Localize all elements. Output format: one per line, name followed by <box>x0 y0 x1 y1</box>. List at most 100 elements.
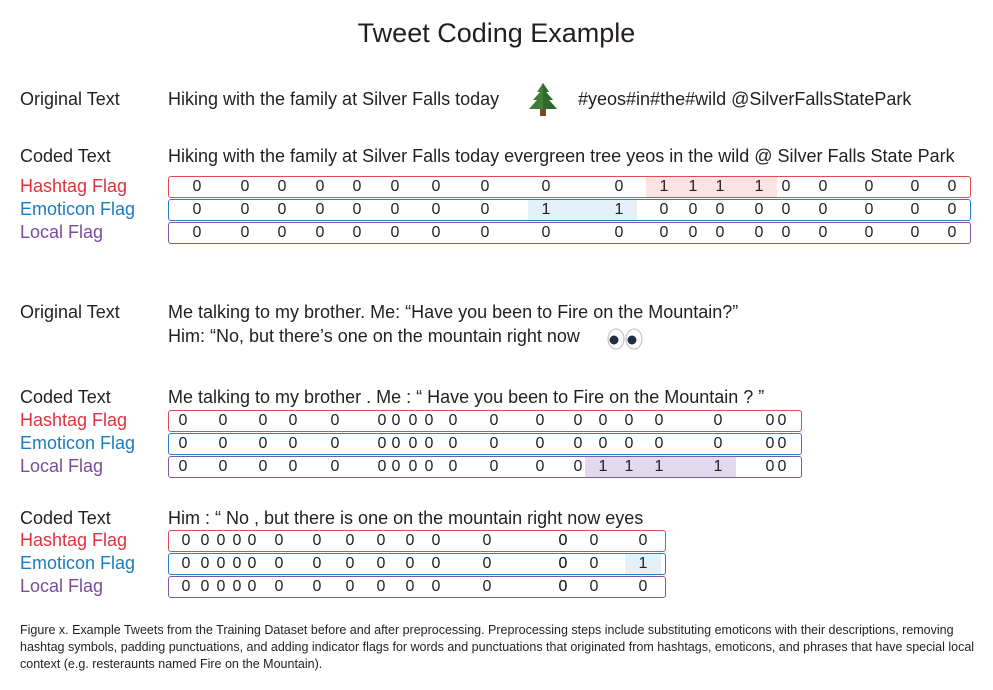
original-text-2-line1: Me talking to my brother. Me: “Have you … <box>168 302 739 322</box>
flag-cell: 0 <box>754 201 764 218</box>
flag-cell: 0 <box>377 435 387 452</box>
flag-cell: 0 <box>638 578 648 595</box>
flag-cell: 0 <box>489 435 499 452</box>
flag-cell: 0 <box>181 578 191 595</box>
flag-cell: 0 <box>274 555 284 572</box>
flag-cell: 0 <box>218 458 228 475</box>
original-text-2-line2: Him: “No, but there’s one on the mountai… <box>168 326 580 346</box>
label-emoticon-flag-2: Emoticon Flag <box>20 433 136 453</box>
flag-cell: 0 <box>377 412 387 429</box>
flag-cell: 0 <box>352 178 362 195</box>
flag-cell: 1 <box>715 178 725 195</box>
eyes-icon <box>607 328 643 350</box>
flag-cell: 0 <box>218 435 228 452</box>
hashtag-highlight <box>741 177 777 197</box>
flag-cell: 0 <box>178 435 188 452</box>
flag-cell: 0 <box>535 458 545 475</box>
flag-cell: 0 <box>181 555 191 572</box>
flag-cell: 0 <box>715 224 725 241</box>
flag-cell: 0 <box>345 532 355 549</box>
flag-cell: 1 <box>614 201 624 218</box>
flag-cell: 0 <box>247 578 257 595</box>
flag-cell: 0 <box>910 201 920 218</box>
flag-cell: 0 <box>688 224 698 241</box>
flag-cell: 0 <box>424 435 434 452</box>
flag-cell: 0 <box>216 555 226 572</box>
flag-cell: 0 <box>352 224 362 241</box>
emoticon-highlight <box>601 200 637 220</box>
flag-cell: 0 <box>818 178 828 195</box>
local-highlight <box>641 457 677 477</box>
flag-cell: 0 <box>448 412 458 429</box>
flag-cell: 0 <box>754 224 764 241</box>
flag-cell: 0 <box>654 435 664 452</box>
flag-cell: 0 <box>947 201 957 218</box>
flag-cell: 0 <box>247 532 257 549</box>
flag-cell: 0 <box>377 458 387 475</box>
flag-cell: 0 <box>376 555 386 572</box>
flag-cell: 0 <box>424 458 434 475</box>
flag-cell: 0 <box>558 555 568 572</box>
label-original-text-2: Original Text <box>20 302 120 322</box>
flag-cell: 0 <box>535 435 545 452</box>
flag-cell: 0 <box>240 224 250 241</box>
flag-cell: 0 <box>541 178 551 195</box>
flag-cell: 0 <box>558 555 568 572</box>
flag-cell: 0 <box>240 178 250 195</box>
flag-cell: 0 <box>614 178 624 195</box>
flag-cell: 0 <box>448 435 458 452</box>
flag-cell: 0 <box>480 178 490 195</box>
flag-cell: 0 <box>192 224 202 241</box>
flag-cell: 0 <box>589 578 599 595</box>
flag-cell: 0 <box>818 224 828 241</box>
flag-cell: 0 <box>200 532 210 549</box>
flag-cell: 0 <box>274 532 284 549</box>
flag-cell: 0 <box>216 578 226 595</box>
flag-cell: 0 <box>558 578 568 595</box>
flag-cell: 0 <box>659 224 669 241</box>
flag-cell: 0 <box>232 532 242 549</box>
coded-text-2: Me talking to my brother . Me : “ Have y… <box>168 387 765 407</box>
flag-cell: 1 <box>598 458 608 475</box>
flag-cell: 0 <box>765 435 775 452</box>
flag-cell: 0 <box>448 458 458 475</box>
flag-cell: 0 <box>489 458 499 475</box>
flag-cell: 1 <box>541 201 551 218</box>
flag-cell: 0 <box>864 224 874 241</box>
flag-cell: 0 <box>218 412 228 429</box>
hashtag-highlight <box>702 177 738 197</box>
flag-cell: 0 <box>345 555 355 572</box>
flag-cell: 0 <box>431 178 441 195</box>
flag-cell: 0 <box>910 224 920 241</box>
flag-cell: 0 <box>330 412 340 429</box>
flag-cell: 0 <box>713 412 723 429</box>
flag-cell: 0 <box>688 201 698 218</box>
label-hashtag-flag-1: Hashtag Flag <box>20 176 128 196</box>
flag-cell: 0 <box>232 578 242 595</box>
flag-cell: 0 <box>200 555 210 572</box>
flag-cell: 0 <box>589 532 599 549</box>
flag-cell: 0 <box>258 458 268 475</box>
flag-cell: 0 <box>405 532 415 549</box>
flag-cell: 0 <box>489 412 499 429</box>
hashtag-highlight <box>646 177 682 197</box>
flag-cell: 0 <box>376 578 386 595</box>
flag-cell: 0 <box>598 435 608 452</box>
figure-title: Tweet Coding Example <box>357 18 636 48</box>
flag-cell: 0 <box>638 532 648 549</box>
flag-cell: 0 <box>781 201 791 218</box>
flag-cell: 0 <box>247 555 257 572</box>
flag-cell: 0 <box>312 578 322 595</box>
flag-cell: 0 <box>482 532 492 549</box>
flag-cell: 0 <box>277 224 287 241</box>
label-hashtag-flag-2: Hashtag Flag <box>20 410 128 430</box>
label-original-text-1: Original Text <box>20 89 120 109</box>
flag-cell: 1 <box>713 458 723 475</box>
